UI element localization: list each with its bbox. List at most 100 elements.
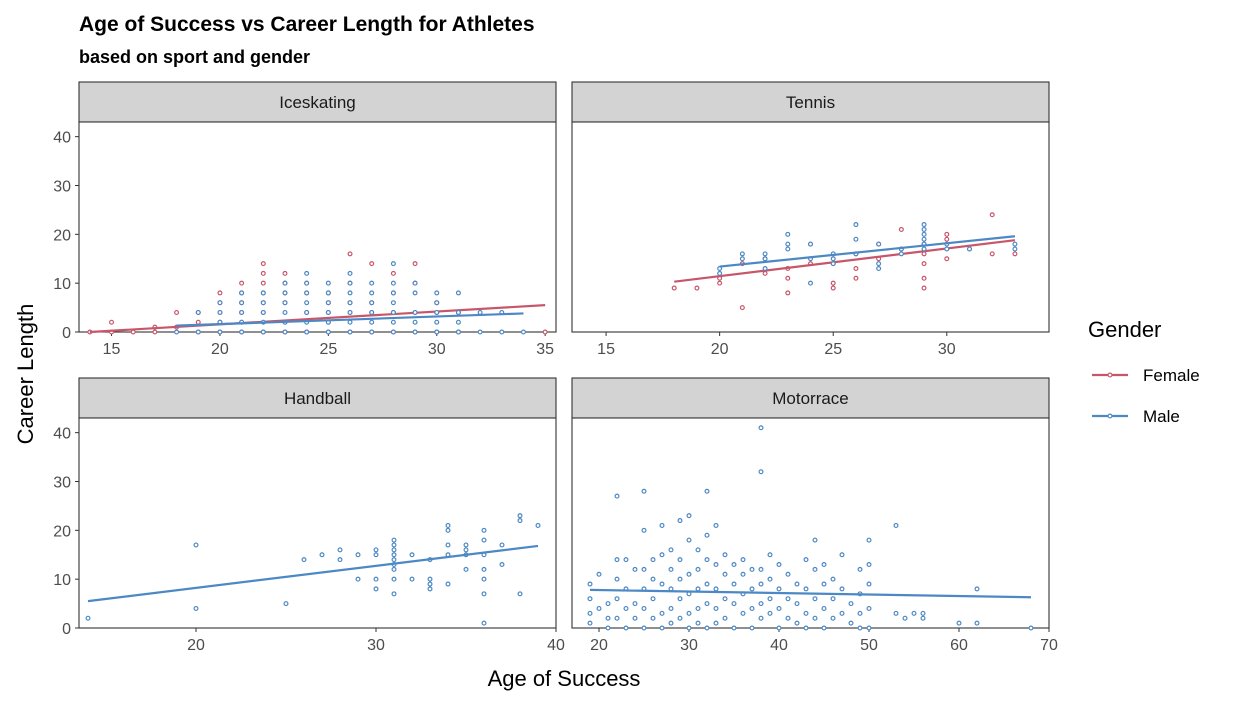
data-point (605, 625, 611, 631)
data-point (325, 329, 331, 335)
x-tick-label: 30 (938, 341, 956, 358)
y-tick-label: 10 (53, 572, 71, 589)
data-point (694, 285, 700, 291)
data-point (717, 280, 723, 286)
data-point (650, 557, 656, 563)
data-point (812, 537, 818, 543)
data-point (853, 266, 859, 272)
data-point (520, 329, 526, 335)
data-point (921, 251, 927, 257)
strip-label-motorrace: Motorrace (772, 389, 849, 408)
data-point (517, 513, 523, 519)
data-point (758, 425, 764, 431)
legend-key-point (1107, 413, 1113, 419)
data-point (677, 615, 683, 621)
data-point (1028, 625, 1034, 631)
data-point (785, 241, 791, 247)
data-point (412, 319, 418, 325)
data-point (853, 222, 859, 228)
legend-key-point (1107, 372, 1113, 378)
data-point (1012, 251, 1018, 257)
trend-line-male (176, 312, 524, 327)
data-point (794, 620, 800, 626)
panel-motorrace: Motorrace 20 30 40 50 60 70 (571, 377, 1058, 654)
x-tick-label: 70 (1040, 637, 1058, 654)
data-point (632, 615, 638, 621)
data-point (812, 596, 818, 602)
data-point (944, 236, 950, 242)
data-point (717, 270, 723, 276)
data-point (282, 290, 288, 296)
data-point (347, 270, 353, 276)
data-point (704, 581, 710, 587)
x-tick-label: 20 (187, 637, 205, 654)
data-point (391, 542, 397, 548)
data-point (821, 562, 827, 568)
data-point (767, 610, 773, 616)
data-point (193, 542, 199, 548)
panel-tennis: Tennis 15 20 25 30 (571, 81, 1050, 358)
data-point (1012, 246, 1018, 252)
x-tick-label: 15 (597, 341, 615, 358)
data-point (587, 581, 593, 587)
data-point (260, 261, 266, 267)
data-point (347, 309, 353, 315)
data-point (623, 557, 629, 563)
data-point (260, 270, 266, 276)
data-point (260, 280, 266, 286)
data-point (722, 596, 728, 602)
data-point (713, 605, 719, 611)
data-point (704, 532, 710, 538)
data-point (641, 566, 647, 572)
x-tick-label: 25 (824, 341, 842, 358)
y-tick-label: 0 (62, 621, 71, 638)
data-point (758, 469, 764, 475)
data-point (668, 547, 674, 553)
data-point (445, 542, 451, 548)
data-point (641, 527, 647, 533)
data-point (427, 576, 433, 582)
data-point (517, 518, 523, 524)
data-point (412, 309, 418, 315)
data-point (944, 231, 950, 237)
data-point (921, 222, 927, 228)
data-point (659, 552, 665, 558)
data-point (217, 290, 223, 296)
data-point (671, 285, 677, 291)
data-point (239, 280, 245, 286)
data-point (668, 566, 674, 572)
strip-handball (78, 377, 557, 419)
data-point (966, 246, 972, 252)
data-point (455, 319, 461, 325)
panels-group: Iceskating 0 10 20 30 40 15 20 25 30 35 Tennis 15 20 2… (53, 81, 1058, 654)
data-point (731, 581, 737, 587)
data-point (283, 601, 289, 607)
data-point (686, 571, 692, 577)
y-tick-label: 40 (53, 130, 71, 147)
data-point (195, 319, 201, 325)
data-point (695, 547, 701, 553)
data-point (347, 290, 353, 296)
data-point (260, 300, 266, 306)
data-point (614, 493, 620, 499)
data-point (390, 280, 396, 286)
y-tick-label: 30 (53, 178, 71, 195)
data-point (282, 280, 288, 286)
y-tick-label: 10 (53, 276, 71, 293)
data-point (848, 601, 854, 607)
data-point (641, 605, 647, 611)
data-point (921, 231, 927, 237)
data-point (85, 615, 91, 621)
data-point (535, 522, 541, 528)
legend-label-male: Male (1143, 407, 1180, 426)
data-point (109, 319, 115, 325)
data-point (686, 625, 692, 631)
data-point (412, 280, 418, 286)
data-point (623, 605, 629, 611)
data-point (347, 329, 353, 335)
data-point (758, 581, 764, 587)
data-point (445, 581, 451, 587)
data-point (722, 615, 728, 621)
data-point (130, 329, 136, 335)
